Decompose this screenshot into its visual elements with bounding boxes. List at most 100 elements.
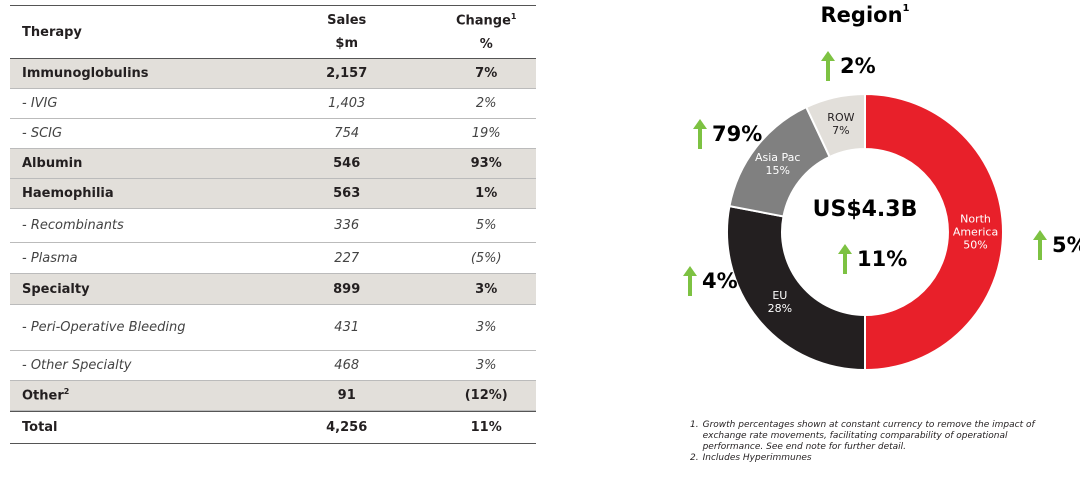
footnote-number: 2.: [690, 453, 699, 463]
therapy-cell: Other2: [10, 387, 261, 403]
table-row: - Other Specialty 468 3%: [10, 351, 536, 381]
header-label: Change: [455, 13, 511, 29]
chart-title: Region1: [821, 3, 910, 27]
change-cell: 2%: [475, 96, 497, 111]
growth-label: 4%: [702, 269, 738, 293]
therapy-cell: - Plasma: [10, 251, 261, 266]
slice-label: EU 28%: [750, 289, 810, 315]
header-row: Therapy Sales $m Change1%: [10, 6, 536, 59]
change-cell: 1%: [475, 186, 498, 201]
therapy-name: - Recombinants: [22, 218, 124, 233]
change-cell: 5%: [475, 218, 497, 233]
donut-slice: [804, 92, 866, 159]
change-cell: 3%: [475, 320, 497, 335]
table-row: Other2 91 (12%): [10, 381, 536, 411]
table-row: - IVIG 1,403 2%: [10, 89, 536, 119]
sales-cell: 431: [334, 320, 360, 335]
slice-label: North America 50%: [946, 213, 1006, 252]
sales-cell: 2,157: [326, 66, 368, 81]
header-label: Therapy: [22, 24, 82, 40]
therapy-cell: - SCIG: [10, 126, 261, 141]
table-row: - Recombinants 336 5%: [10, 209, 536, 243]
therapy-name: - Peri-Operative Bleeding: [22, 320, 186, 335]
therapy-name: Total: [22, 420, 58, 435]
therapy-cell: - IVIG: [10, 96, 261, 111]
change-cell: 7%: [475, 66, 498, 81]
therapy-cell: Haemophilia: [10, 186, 261, 201]
change-cell: 3%: [475, 358, 497, 373]
header-cell: Sales $m: [277, 6, 416, 58]
table-row: Albumin 546 93%: [10, 149, 536, 179]
footnote: 1. Growth percentages shown at constant c…: [690, 420, 1050, 453]
growth-label: 2%: [840, 54, 876, 78]
slice-category: Asia Pac: [754, 151, 801, 165]
therapy-cell: Specialty: [10, 282, 261, 297]
slice-category: ROW: [827, 111, 855, 125]
therapy-name: Other: [22, 388, 64, 404]
slice-value: 50%: [963, 238, 988, 252]
therapy-name: Specialty: [22, 281, 90, 297]
sales-table: Therapy Sales $m Change1% Immunoglobulins…: [10, 5, 536, 444]
table-row: Total 4,256 11%: [10, 411, 536, 444]
table-row: Immunoglobulins 2,157 7%: [10, 59, 536, 89]
table-row: Haemophilia 563 1%: [10, 179, 536, 209]
footnote: 2. Includes Hyperimmunes: [690, 453, 1050, 464]
header-cell: Change1%: [436, 6, 536, 58]
change-cell: 93%: [470, 156, 502, 171]
chart-title-text: Region: [821, 3, 903, 27]
sales-cell: 336: [334, 218, 360, 233]
footnote-number: 1.: [690, 420, 699, 430]
therapy-cell: - Other Specialty: [10, 358, 261, 373]
sales-cell: 754: [334, 126, 360, 141]
footnote-ref: 1: [510, 12, 517, 22]
sales-cell: 546: [333, 156, 361, 171]
chart: Region1 US$4.3B 5% 4% 79% 2% 11%: [683, 3, 1080, 372]
growth-label: 79%: [712, 122, 762, 146]
therapy-cell: Total: [10, 420, 261, 435]
footnote-text: Includes Hyperimmunes: [702, 453, 812, 463]
header-label: Sales: [327, 13, 367, 28]
table-row: - Plasma 227 (5%): [10, 243, 536, 274]
therapy-name: - IVIG: [22, 96, 58, 111]
table-body: Immunoglobulins 2,157 7% - IVIG 1,403 2% - SCI…: [10, 59, 536, 444]
therapy-name: Albumin: [22, 156, 83, 171]
slice-category: EU: [772, 289, 788, 303]
slice-value: 15%: [765, 164, 790, 178]
sales-cell: 468: [334, 358, 360, 373]
sales-cell: 899: [333, 281, 361, 297]
slice-label: Asia Pac 15%: [748, 151, 808, 177]
sales-cell: 563: [333, 186, 361, 201]
footnote-text: Growth percentages shown at constant cur…: [702, 420, 1035, 452]
growth-arrow: [683, 266, 697, 296]
therapy-name: - SCIG: [22, 126, 63, 141]
therapy-name: Immunoglobulins: [22, 66, 149, 81]
slice-value: 7%: [832, 124, 850, 138]
growth-arrow: [821, 51, 835, 81]
sales-cell: 1,403: [328, 96, 366, 111]
center-label: US$4.3B: [813, 197, 918, 222]
table-row: Specialty 899 3%: [10, 274, 536, 305]
change-cell: (12%): [464, 388, 508, 403]
growth-arrow: [838, 244, 852, 274]
therapy-name: - Other Specialty: [22, 358, 132, 373]
footnote-ref: 2: [63, 387, 70, 397]
therapy-cell: Albumin: [10, 156, 261, 171]
slice-value: 28%: [767, 302, 793, 316]
therapy-cell: - Recombinants: [10, 218, 261, 233]
footnotes: 1. Growth percentages shown at constant c…: [690, 420, 1050, 464]
header-unit: %: [479, 36, 493, 52]
table-row: - Peri-Operative Bleeding 431 3%: [10, 305, 536, 351]
donut-slice: [864, 92, 1004, 372]
change-cell: (5%): [470, 250, 502, 266]
region-chart: Region1 US$4.3B 5% 4% 79% 2% 11% North Ameri…: [600, 0, 1080, 410]
sales-cell: 4,256: [326, 420, 368, 435]
change-cell: 3%: [475, 281, 498, 297]
change-cell: 11%: [470, 420, 502, 435]
center-growth: 11%: [857, 247, 907, 271]
footnote-ref: 1: [903, 3, 910, 14]
growth-label: 5%: [1052, 233, 1080, 257]
therapy-cell: - Peri-Operative Bleeding: [10, 320, 261, 335]
growth-arrow: [1033, 230, 1047, 260]
growth-arrow: [693, 119, 707, 149]
